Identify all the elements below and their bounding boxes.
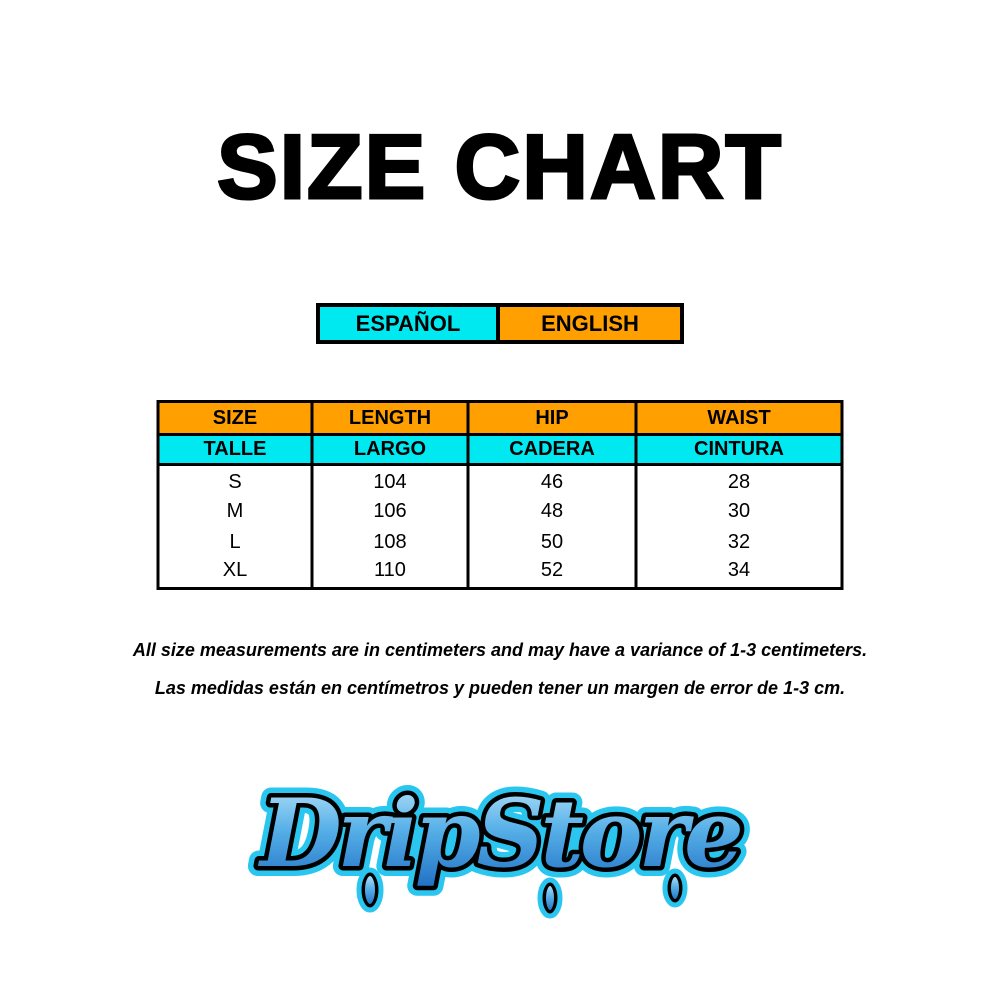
cell-waist: 30 <box>634 495 844 527</box>
header-size: SIZE <box>156 400 314 436</box>
cell-hip: 46 <box>466 464 638 496</box>
table-row: L 108 50 32 <box>156 526 844 558</box>
cell-size: XL <box>156 557 314 590</box>
logo-drips <box>356 867 688 919</box>
cell-hip: 52 <box>466 557 638 590</box>
cell-waist: 28 <box>634 464 844 496</box>
disclaimer-spanish: Las medidas están en centímetros y puede… <box>154 678 846 698</box>
dripstore-logo-graphic: DripStore DripStore DripStore <box>247 769 754 919</box>
cell-size: L <box>156 526 314 558</box>
table-row: S 104 46 28 <box>156 464 844 496</box>
cell-waist: 34 <box>634 557 844 590</box>
logo-fill-layer: DripStore <box>257 779 740 889</box>
header-cintura: CINTURA <box>634 433 844 466</box>
header-length: LENGTH <box>310 400 470 436</box>
tab-espanol[interactable]: ESPAÑOL <box>320 307 500 340</box>
table-header-english: SIZE LENGTH HIP WAIST <box>156 400 844 436</box>
size-table: SIZE LENGTH HIP WAIST TALLE LARGO CADERA… <box>156 400 844 590</box>
header-cadera: CADERA <box>466 433 638 466</box>
language-tabs: ESPAÑOL ENGLISH <box>316 303 684 344</box>
table-header-spanish: TALLE LARGO CADERA CINTURA <box>156 433 844 466</box>
header-largo: LARGO <box>310 433 470 466</box>
table-row: XL 110 52 34 <box>156 557 844 590</box>
tab-english[interactable]: ENGLISH <box>500 307 680 340</box>
header-hip: HIP <box>466 400 638 436</box>
cell-size: M <box>156 495 314 527</box>
cell-size: S <box>156 464 314 496</box>
disclaimer-english: All size measurements are in centimeters… <box>132 640 868 660</box>
dripstore-logo: DripStore DripStore DripStore <box>220 748 780 928</box>
page-title: SIZE CHART <box>216 117 783 218</box>
cell-length: 106 <box>310 495 470 527</box>
logo-outline-layer: DripStore <box>257 779 740 889</box>
table-row: M 106 48 30 <box>156 495 844 527</box>
cell-waist: 32 <box>634 526 844 558</box>
cell-hip: 48 <box>466 495 638 527</box>
header-waist: WAIST <box>634 400 844 436</box>
cell-length: 110 <box>310 557 470 590</box>
cell-length: 108 <box>310 526 470 558</box>
header-talle: TALLE <box>156 433 314 466</box>
cell-hip: 50 <box>466 526 638 558</box>
cell-length: 104 <box>310 464 470 496</box>
